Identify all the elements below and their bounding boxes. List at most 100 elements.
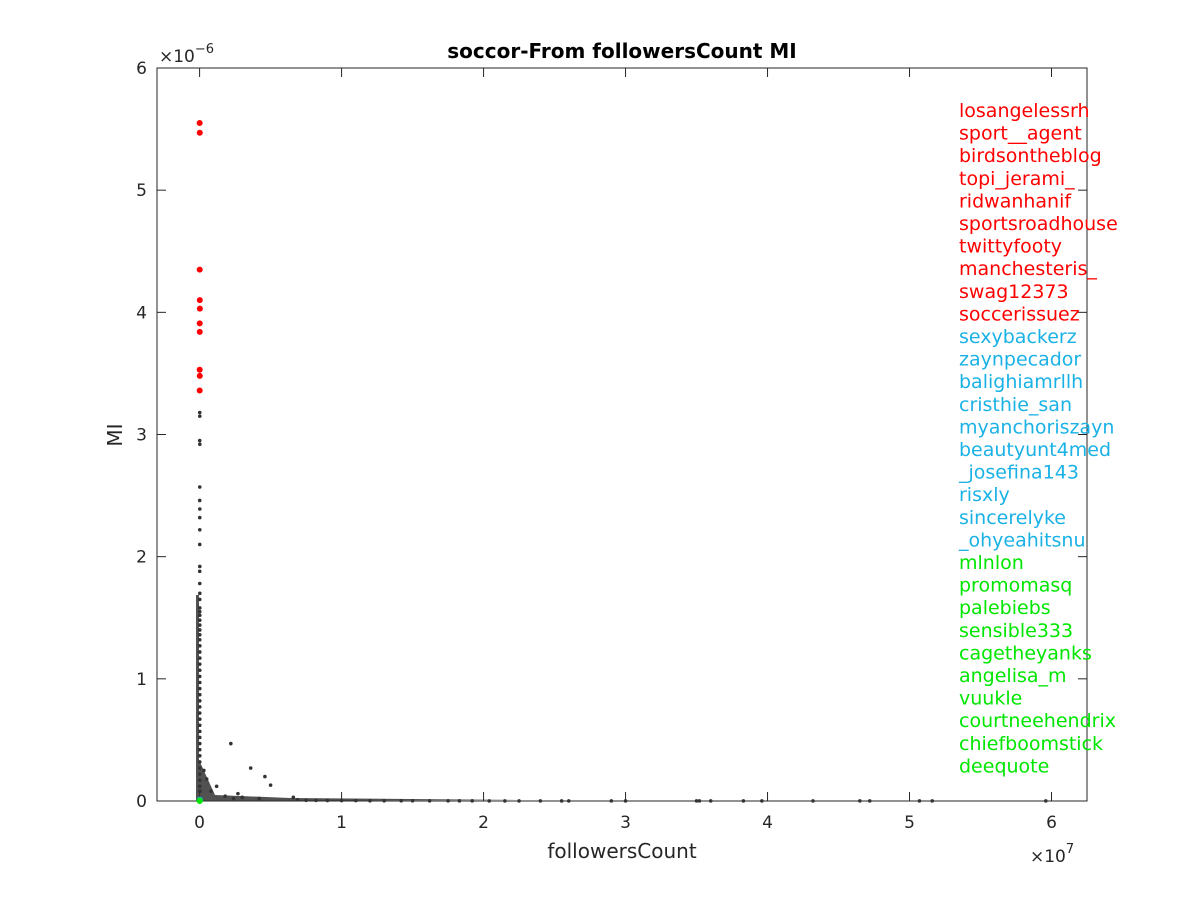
chart-title: soccor-From followersCount MI <box>447 39 797 63</box>
scatter-point-other <box>197 705 202 709</box>
scatter-point-other <box>197 618 202 622</box>
y-tick-label: 0 <box>136 792 147 812</box>
scatter-point-other <box>197 414 202 418</box>
scatter-point-other <box>257 796 262 801</box>
scatter-point-top <box>196 320 203 327</box>
scatter-point-other <box>339 798 344 803</box>
y-tick-label: 3 <box>136 426 147 446</box>
scatter-point-other <box>197 711 202 715</box>
annotation-label-top: manchesteris_ <box>959 258 1097 280</box>
scatter-point-other <box>198 442 202 447</box>
scatter-point-other <box>470 799 475 803</box>
annotation-label-bottom: courtneehendrix <box>959 710 1116 732</box>
scatter-point-other <box>917 799 922 803</box>
scatter-point-top <box>196 305 203 312</box>
scatter-point-other <box>446 799 450 803</box>
scatter-point-other <box>197 569 202 574</box>
scatter-point-other <box>197 778 202 783</box>
scatter-point-top <box>196 266 203 273</box>
annotation-label-top: sportsroadhouse <box>959 213 1118 235</box>
scatter-point-other <box>197 686 202 691</box>
annotation-label-bottom: sensible333 <box>959 620 1073 642</box>
scatter-point-other <box>197 760 202 764</box>
scatter-point-other <box>382 798 386 803</box>
annotation-label-middle: sincerelyke <box>959 507 1066 529</box>
scatter-point-other <box>314 798 318 803</box>
scatter-point-other <box>197 662 202 666</box>
scatter-point-other <box>197 692 202 697</box>
annotation-label-bottom: deequote <box>959 755 1049 777</box>
scatter-point-other <box>197 606 202 610</box>
scatter-point-other <box>517 799 521 803</box>
scatter-point-other <box>197 628 202 632</box>
annotation-label-top: birdsontheblog <box>959 145 1102 167</box>
x-tick-label: 0 <box>194 813 205 833</box>
scatter-point-other <box>304 798 308 803</box>
scatter-point-other <box>325 798 330 803</box>
scatter-point-other <box>1044 799 1048 803</box>
scatter-point-other <box>197 498 202 503</box>
scatter-point-other <box>623 799 628 803</box>
scatter-point-other <box>197 515 202 520</box>
scatter-point-other <box>202 768 206 773</box>
x-tick-label: 5 <box>904 813 915 833</box>
scatter-point-other <box>457 799 462 803</box>
scatter-point-other <box>209 789 213 794</box>
scatter-point-other <box>268 783 273 787</box>
annotation-label-middle: zaynpecador <box>959 349 1081 371</box>
scatter-point-other <box>427 799 432 803</box>
y-axis-ticks: 0 1 2 3 4 5 6 <box>136 59 1087 812</box>
scatter-point-other <box>410 798 415 803</box>
scatter-point-top <box>196 119 203 126</box>
scatter-point-other <box>197 527 202 532</box>
annotation-label-middle: _josefina143 <box>958 462 1079 484</box>
scatter-point-other <box>368 798 372 803</box>
scatter-point-other <box>198 613 202 618</box>
scatter-point-other <box>248 766 253 770</box>
scatter-point-other <box>197 410 202 415</box>
scatter-point-other <box>198 753 202 758</box>
scatter-point-top <box>196 328 203 335</box>
scatter-point-other <box>214 784 219 789</box>
y-tick-label: 4 <box>136 303 147 323</box>
x-tick-label: 2 <box>478 813 489 833</box>
scatter-point-other <box>197 784 202 789</box>
annotation-label-top: twittyfooty <box>959 236 1062 258</box>
scatter-point-other <box>197 650 202 654</box>
scatter-point-other <box>197 581 202 586</box>
data-points <box>196 119 1048 804</box>
annotation-labels: losangelessrhsport__agentbirdsontheblogt… <box>958 100 1118 777</box>
x-axis-exponent: ×107 <box>1030 842 1074 867</box>
scatter-point-other <box>197 772 202 776</box>
scatter-point-other <box>197 637 202 642</box>
scatter-point-top <box>196 297 203 304</box>
y-axis-exponent: ×10−6 <box>159 42 214 67</box>
annotation-label-bottom: promomasq <box>959 575 1072 597</box>
annotation-label-top: losangelessrh <box>959 100 1090 122</box>
annotation-label-bottom: vuukle <box>959 688 1022 710</box>
annotation-label-bottom: cagetheyanks <box>959 642 1092 664</box>
y-tick-label: 1 <box>136 670 147 690</box>
x-tick-label: 3 <box>620 813 631 833</box>
scatter-point-other <box>197 699 202 703</box>
annotation-label-top: swag12373 <box>959 281 1069 303</box>
y-tick-label: 6 <box>136 59 147 79</box>
scatter-point-other <box>930 799 935 803</box>
scatter-point-other <box>741 799 746 803</box>
annotation-label-middle: myanchoriszayn <box>959 416 1114 438</box>
annotation-label-bottom: palebiebs <box>959 597 1051 619</box>
y-tick-label: 5 <box>136 181 147 201</box>
scatter-point-other <box>858 799 862 803</box>
scatter-point-other <box>197 597 202 602</box>
scatter-point-other <box>197 674 202 679</box>
scatter-point-other <box>295 797 300 802</box>
scatter-point-other <box>240 795 244 800</box>
scatter-point-other <box>291 795 296 800</box>
scatter-point-top <box>196 387 203 394</box>
scatter-point-other <box>198 591 202 596</box>
x-exponent-power: 7 <box>1066 842 1074 857</box>
scatter-point-other <box>197 723 202 728</box>
scatter-point-other <box>229 741 233 746</box>
x-tick-label: 4 <box>762 813 773 833</box>
